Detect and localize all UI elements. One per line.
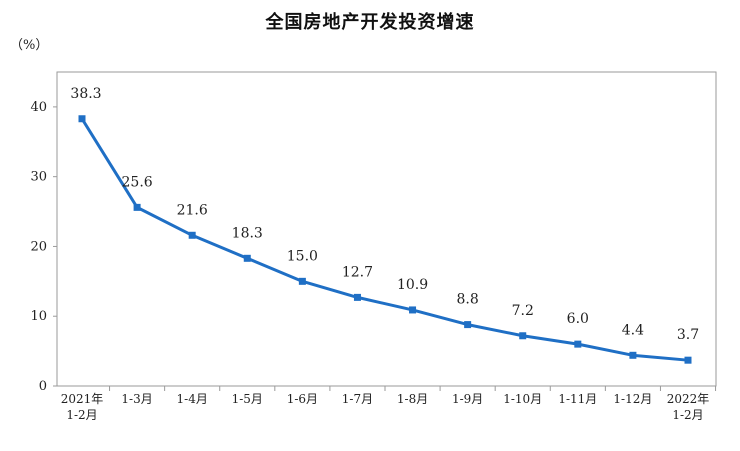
x-tick-label: 2021年 1-2月 [61, 392, 104, 422]
data-point-marker [243, 254, 251, 262]
data-point-marker [519, 332, 527, 340]
x-tick-label: 1-11月 [558, 392, 597, 406]
data-label: 15.0 [287, 248, 318, 264]
data-label: 7.2 [512, 303, 534, 319]
data-point-marker [353, 293, 361, 301]
x-tick-label: 1-7月 [342, 392, 373, 406]
data-label: 3.7 [677, 327, 699, 343]
data-label: 6.0 [567, 311, 589, 327]
y-tick-label: 40 [30, 100, 47, 115]
data-point-marker [464, 321, 472, 329]
data-point-marker [574, 340, 582, 348]
y-tick-label: 10 [30, 309, 47, 324]
x-tick-label: 2022年 1-2月 [667, 392, 710, 422]
data-label: 8.8 [457, 292, 479, 308]
plot-frame [56, 71, 717, 387]
data-point-marker [78, 115, 86, 123]
x-tick-label: 1-6月 [287, 392, 318, 406]
y-axis-unit-label: （%） [10, 38, 49, 53]
x-tick-label: 1-3月 [121, 392, 152, 406]
data-label: 12.7 [342, 264, 373, 280]
data-label: 38.3 [70, 86, 101, 102]
chart-title: 全国房地产开发投资增速 [265, 12, 475, 33]
x-tick-label: 1-5月 [232, 392, 263, 406]
y-tick-label: 30 [30, 170, 47, 185]
data-point-marker [629, 351, 637, 359]
data-label: 10.9 [397, 277, 428, 293]
data-point-marker [409, 306, 417, 314]
data-point-marker [298, 277, 306, 285]
data-label: 21.6 [177, 202, 208, 218]
x-tick-label: 1-4月 [177, 392, 208, 406]
data-point-marker [133, 203, 141, 211]
data-label: 25.6 [122, 174, 153, 190]
data-point-marker [188, 231, 196, 239]
y-tick-label: 0 [39, 379, 47, 394]
x-tick-label: 1-10月 [503, 392, 542, 406]
series-line [80, 117, 689, 362]
y-tick-label: 20 [30, 239, 47, 254]
x-tick-label: 1-9月 [452, 392, 483, 406]
data-label: 4.4 [622, 322, 644, 338]
data-label: 18.3 [232, 225, 263, 241]
data-point-marker [684, 356, 692, 364]
x-tick-label: 1-8月 [397, 392, 428, 406]
x-tick-label: 1-12月 [613, 392, 652, 406]
